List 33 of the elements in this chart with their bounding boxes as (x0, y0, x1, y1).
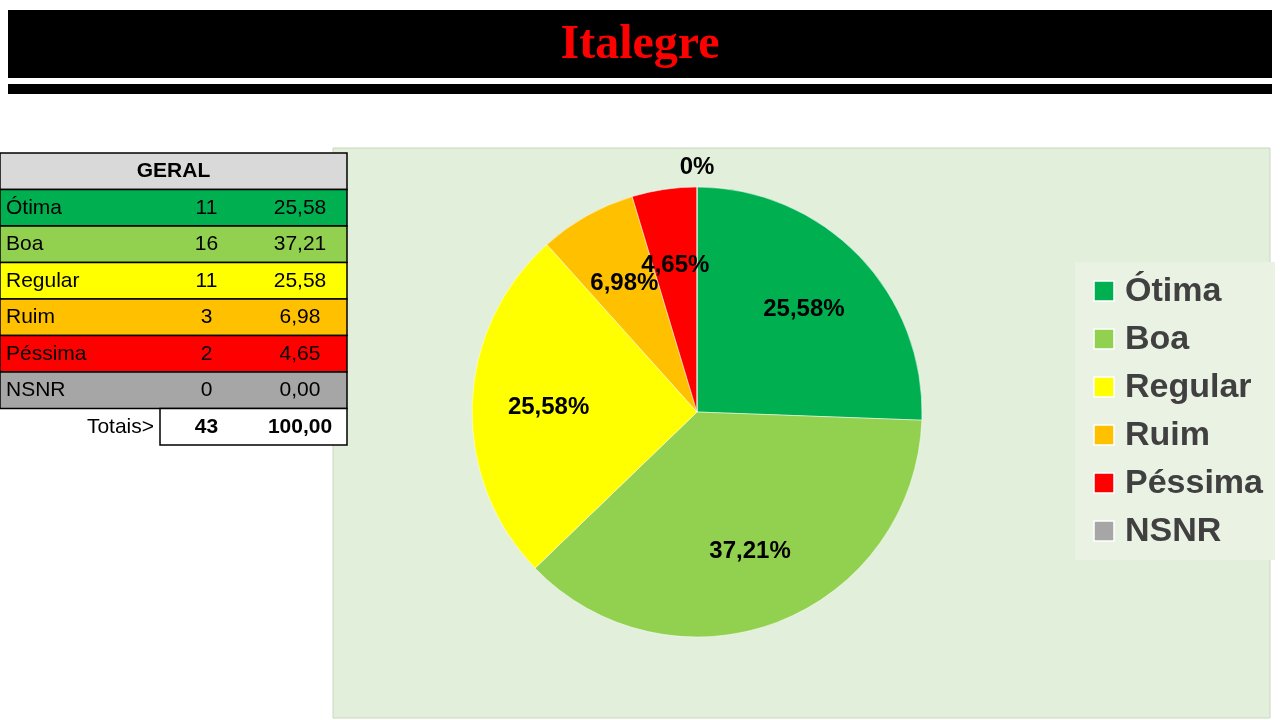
category-label: Péssima (6, 340, 87, 364)
text: 100,00 (267, 413, 333, 437)
text: 6,98 (279, 304, 321, 328)
text: 0,00 (279, 377, 321, 401)
text: 2 (200, 340, 213, 364)
text: 43 (194, 413, 219, 437)
text: 11 (195, 267, 218, 291)
category-label: Boa (6, 231, 44, 255)
text: 0 (200, 377, 213, 401)
data-label: 25,58% (763, 293, 845, 321)
data-label: 25,58% (507, 391, 590, 419)
legend-label: Regular (1125, 366, 1252, 404)
text: 4,65 (279, 340, 321, 364)
legend-label: Boa (1125, 318, 1191, 356)
text: 3 (200, 304, 213, 328)
category-label: NSNR (6, 377, 66, 401)
text: 11 (195, 194, 218, 218)
text: 0% (679, 152, 715, 179)
text: 25,58 (273, 194, 327, 218)
text: 37,21 (273, 231, 327, 255)
text: GERAL (136, 158, 211, 182)
text: 16 (194, 231, 219, 255)
text: Totais> (86, 413, 154, 437)
legend-label: Ruim (1125, 414, 1210, 452)
category-label: Regular (6, 267, 80, 291)
text: 25,58 (273, 267, 327, 291)
category-label: Ótima (6, 194, 63, 218)
legend-label: NSNR (1125, 510, 1222, 548)
data-label: 37,21% (709, 535, 791, 563)
legend-label: Ótima (1125, 270, 1223, 308)
legend-label: Péssima (1125, 462, 1265, 500)
category-label: Ruim (6, 304, 56, 328)
chart-title: Italegre (560, 15, 720, 68)
